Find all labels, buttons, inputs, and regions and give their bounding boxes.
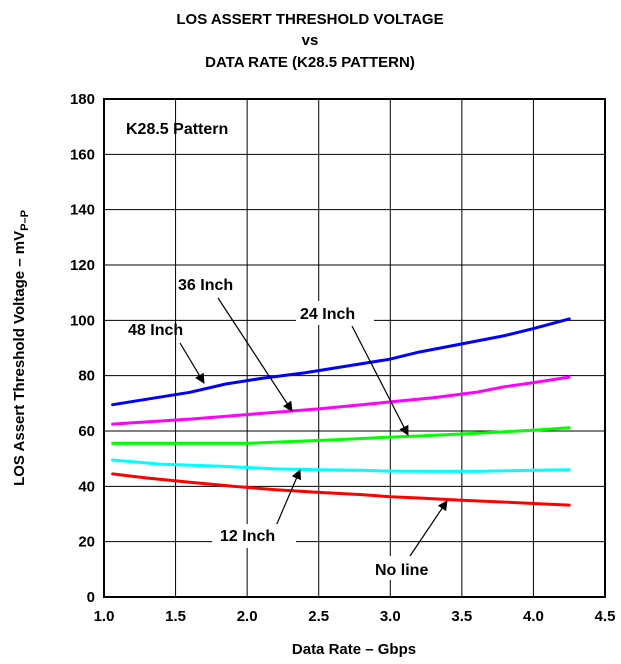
y-axis-label-main: LOS Assert Threshold Voltage – mV <box>11 231 28 486</box>
annotation-k285-pattern: K28.5 Pattern <box>126 121 228 138</box>
series-line-24-inch <box>111 426 571 445</box>
x-tick-label: 1.0 <box>94 608 115 625</box>
y-tick-label: 100 <box>70 312 95 329</box>
annotation-48-inch: 48 Inch <box>128 322 183 339</box>
annotation-36-inch: 36 Inch <box>178 277 233 294</box>
series-lines <box>111 317 571 507</box>
y-axis-label-subscript: P–P <box>19 210 31 231</box>
annotation-arrow-24-inch <box>351 325 409 436</box>
x-tick-label: 3.0 <box>380 608 401 625</box>
annotation-24-inch: 24 Inch <box>300 306 355 323</box>
annotation-arrow-no-line <box>409 500 448 557</box>
y-tick-label: 20 <box>78 534 95 551</box>
y-tick-label: 40 <box>78 478 95 495</box>
x-tick-label: 1.5 <box>165 608 186 625</box>
y-tick-label: 60 <box>78 423 95 440</box>
grid <box>103 98 606 598</box>
series-line-48-inch <box>111 317 571 407</box>
series-line-36-inch <box>111 375 571 426</box>
x-axis-label: Data Rate – Gbps <box>292 641 416 658</box>
y-tick-label: 140 <box>70 202 95 219</box>
y-tick-label: 180 <box>70 91 95 108</box>
series-line-no-line <box>111 472 571 507</box>
x-tick-label: 2.5 <box>308 608 329 625</box>
x-tick-label: 4.5 <box>595 608 616 625</box>
x-tick-labels: 1.0 1.5 2.0 2.5 3.0 3.5 4.0 4.5 <box>94 608 616 625</box>
y-tick-labels: 0 20 40 60 80 100 120 140 160 180 <box>70 91 95 606</box>
series-line-12-inch <box>111 458 571 473</box>
annotation-12-inch: 12 Inch <box>220 528 275 545</box>
annotation-arrow-36-inch <box>217 297 293 412</box>
annotation-12-inch-bg <box>212 524 296 548</box>
chart-title-line-3: DATA RATE (K28.5 PATTERN) <box>205 54 415 71</box>
y-tick-label: 160 <box>70 146 95 163</box>
chart-title-line-1: LOS ASSERT THRESHOLD VOLTAGE <box>176 11 443 28</box>
plot-frame <box>103 98 606 598</box>
y-axis-label: LOS Assert Threshold Voltage – mVP–P <box>11 210 31 486</box>
annotation-no-line-bg <box>370 556 446 580</box>
y-tick-label: 80 <box>78 368 95 385</box>
x-tick-label: 2.0 <box>237 608 258 625</box>
y-tick-label: 0 <box>87 589 95 606</box>
chart-title-line-2: vs <box>302 32 319 49</box>
y-tick-label: 120 <box>70 257 95 274</box>
annotation-arrow-48-inch <box>179 342 205 384</box>
annotation-no-line: No line <box>375 562 428 579</box>
annotation-24-inch-bg <box>296 301 374 325</box>
x-tick-label: 4.0 <box>523 608 544 625</box>
x-tick-label: 3.5 <box>451 608 472 625</box>
